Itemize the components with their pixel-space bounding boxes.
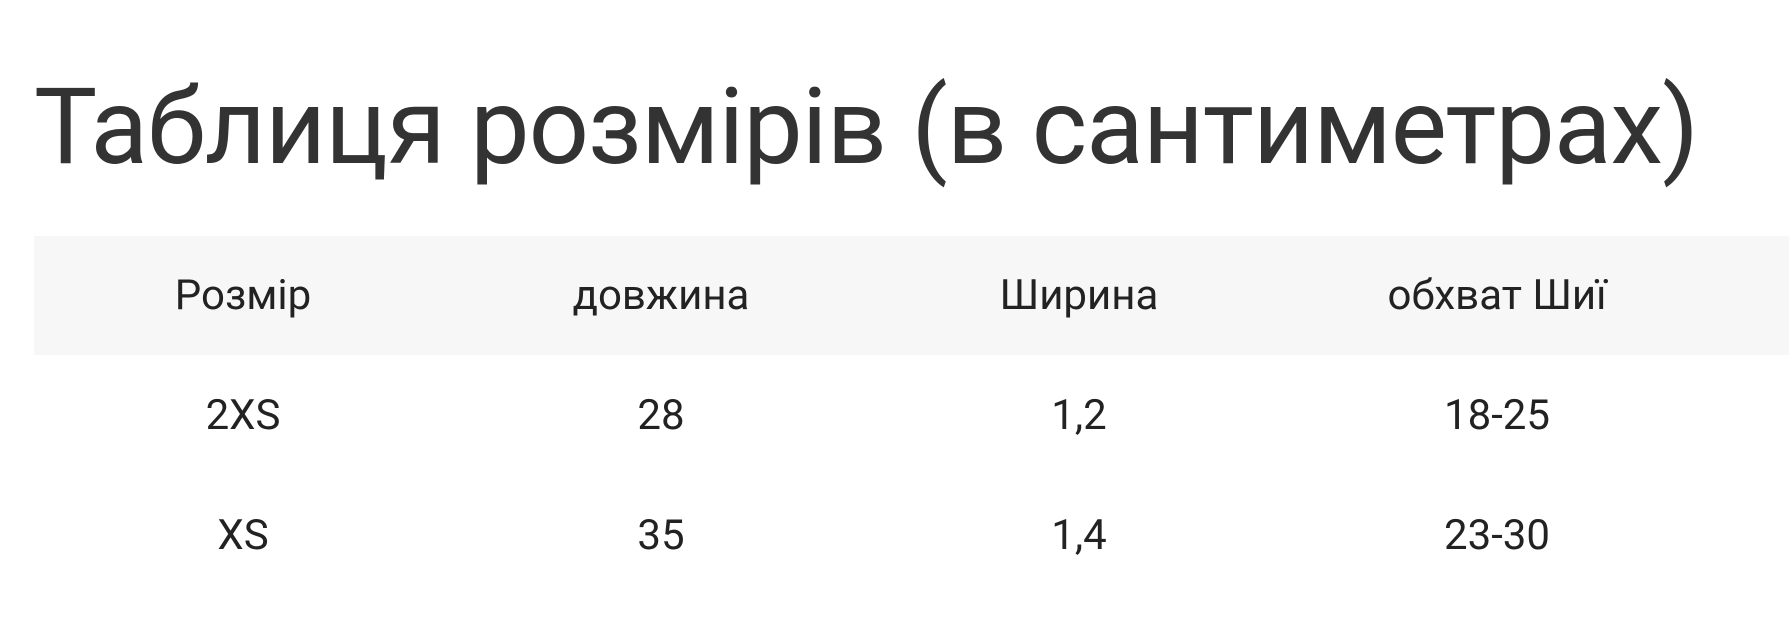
table-cell: 18-25: [1443, 390, 1551, 440]
table-row: 2XS 28 1,2 18-25: [34, 355, 1789, 475]
header-cell: Ширина: [999, 271, 1159, 320]
table-cell: 2XS: [205, 390, 281, 440]
header-cell: Розмір: [174, 271, 312, 320]
header-row: Розмір довжина Ширина обхват Шиї: [34, 236, 1789, 355]
table-cell: XS: [217, 510, 269, 560]
table-header: Розмір довжина Ширина обхват Шиї: [34, 236, 1789, 355]
spacer: [1706, 236, 1789, 355]
page-title: Таблиця розмірів (в сантиметрах): [34, 65, 1699, 189]
table-cell: 23-30: [1443, 510, 1551, 560]
table-cell: 1,2: [1051, 390, 1107, 440]
table-row: XS 35 1,4 23-30: [34, 475, 1789, 595]
spacer: [1706, 355, 1789, 475]
header-cell: довжина: [572, 271, 750, 320]
spacer: [1706, 475, 1789, 595]
table-body: 2XS 28 1,2 18-25 XS 35 1,4 23-30: [34, 355, 1789, 595]
table-cell: 35: [637, 510, 685, 560]
header-cell: обхват Шиї: [1387, 271, 1607, 320]
table-cell: 1,4: [1051, 510, 1107, 560]
size-table: Розмір довжина Ширина обхват Шиї 2XS 28 1,2 18…: [34, 236, 1789, 595]
table-cell: 28: [637, 390, 685, 440]
